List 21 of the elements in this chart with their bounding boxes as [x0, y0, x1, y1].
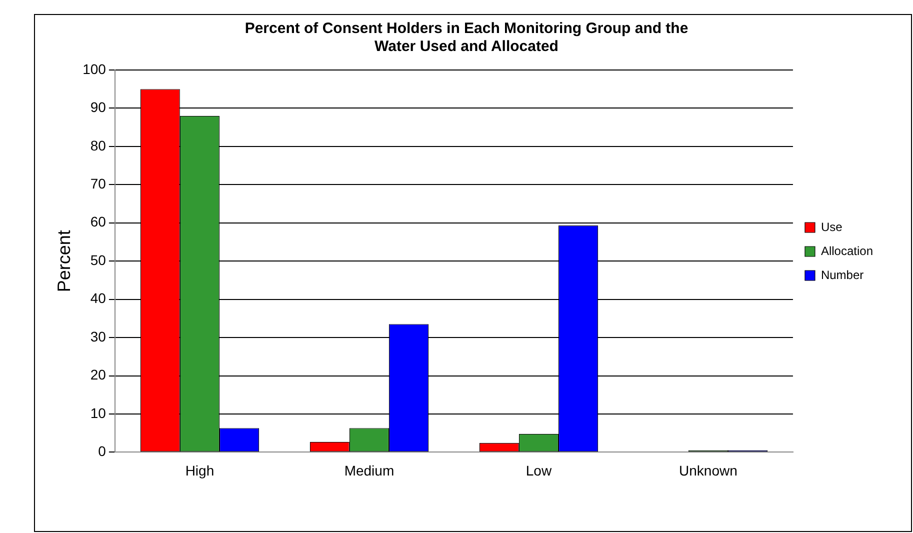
x-tick-label: Unknown [679, 462, 738, 478]
y-tick-label: 70 [90, 176, 106, 192]
y-tick-label: 90 [90, 99, 106, 116]
y-tick-label: 10 [90, 404, 106, 421]
y-tick-label: 0 [98, 443, 106, 460]
legend-label: Number [820, 268, 864, 282]
legend-label: Use [820, 220, 843, 234]
text: Water Used and Allocated [374, 38, 558, 56]
x-tick-label: Low [526, 462, 552, 478]
legend-label: Allocation [820, 244, 873, 258]
y-tick-label: 40 [90, 290, 106, 306]
x-tick-label: High [185, 462, 214, 478]
text: Percent of Consent Holders in Each Monitoring Group and the [244, 20, 688, 38]
y-tick-label: 30 [90, 328, 106, 344]
x-tick-label: Medium [344, 462, 394, 478]
y-tick-label: 80 [90, 137, 106, 154]
y-tick-label: 20 [90, 366, 106, 383]
y-axis-title: Percent [54, 230, 74, 292]
y-tick-label: 50 [90, 252, 106, 268]
y-tick-label: 60 [90, 214, 106, 230]
y-tick-label: 100 [82, 60, 106, 77]
